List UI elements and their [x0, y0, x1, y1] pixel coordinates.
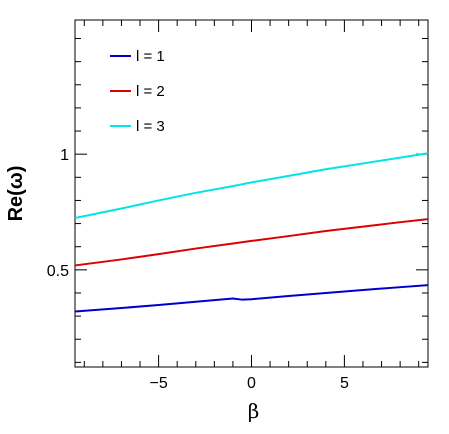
- plot-frame: [74, 19, 429, 368]
- y-axis-title: Re(ω): [5, 166, 27, 222]
- legend-label-l3: l = 3: [136, 118, 165, 135]
- x-axis-title: β: [248, 399, 260, 423]
- x-tick-label: −5: [149, 375, 167, 392]
- legend-label-l2: l = 2: [136, 83, 165, 100]
- x-tick-label: 5: [340, 375, 349, 392]
- y-tick-label: 0.5: [47, 263, 69, 280]
- legend-label-l1: l = 1: [136, 48, 165, 65]
- x-tick-label: 0: [247, 375, 256, 392]
- series-line-l3: [74, 152, 429, 219]
- y-tick-label: 1: [60, 147, 69, 164]
- series-line-l1: [74, 284, 429, 313]
- series-line-l2: [74, 218, 429, 267]
